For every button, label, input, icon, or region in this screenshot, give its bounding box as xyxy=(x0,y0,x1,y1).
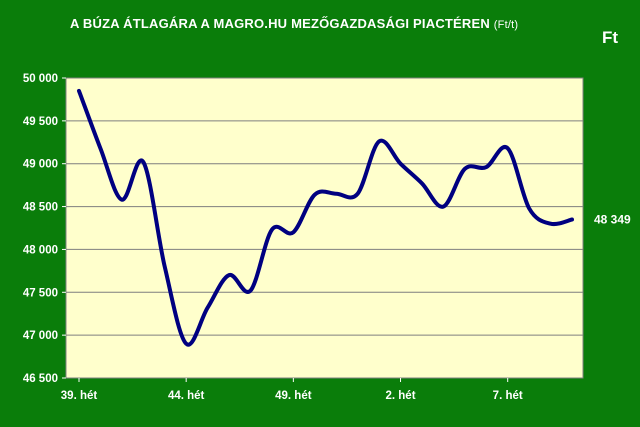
x-tick-label: 7. hét xyxy=(493,390,523,402)
y-tick-label: 50 000 xyxy=(23,73,58,85)
y-tick-label: 46 500 xyxy=(23,373,58,385)
y-tick-label: 49 500 xyxy=(23,116,58,128)
series-line xyxy=(77,88,574,347)
y-tick-label: 47 000 xyxy=(23,330,58,342)
y-tick-label: 48 000 xyxy=(23,244,58,256)
x-tick-label: 44. hét xyxy=(168,390,205,402)
y-tick-label: 47 500 xyxy=(23,287,58,299)
x-tick-label: 39. hét xyxy=(61,390,98,402)
chart-title: A BÚZA ÁTLAGÁRA A MAGRO.HU MEZŐGAZDASÁGI… xyxy=(70,16,518,31)
plot-area xyxy=(65,77,584,379)
y-tick-label: 48 500 xyxy=(23,202,58,214)
x-tick-label: 49. hét xyxy=(275,390,312,402)
y-tick-label: 49 000 xyxy=(23,159,58,171)
chart-title-text: A BÚZA ÁTLAGÁRA A MAGRO.HU MEZŐGAZDASÁGI… xyxy=(70,16,490,31)
end-value-label: 48 349 xyxy=(594,213,631,227)
currency-label: Ft xyxy=(601,28,618,47)
x-tick-label: 2. hét xyxy=(385,390,415,402)
chart-title-unit: (Ft/t) xyxy=(493,19,519,31)
